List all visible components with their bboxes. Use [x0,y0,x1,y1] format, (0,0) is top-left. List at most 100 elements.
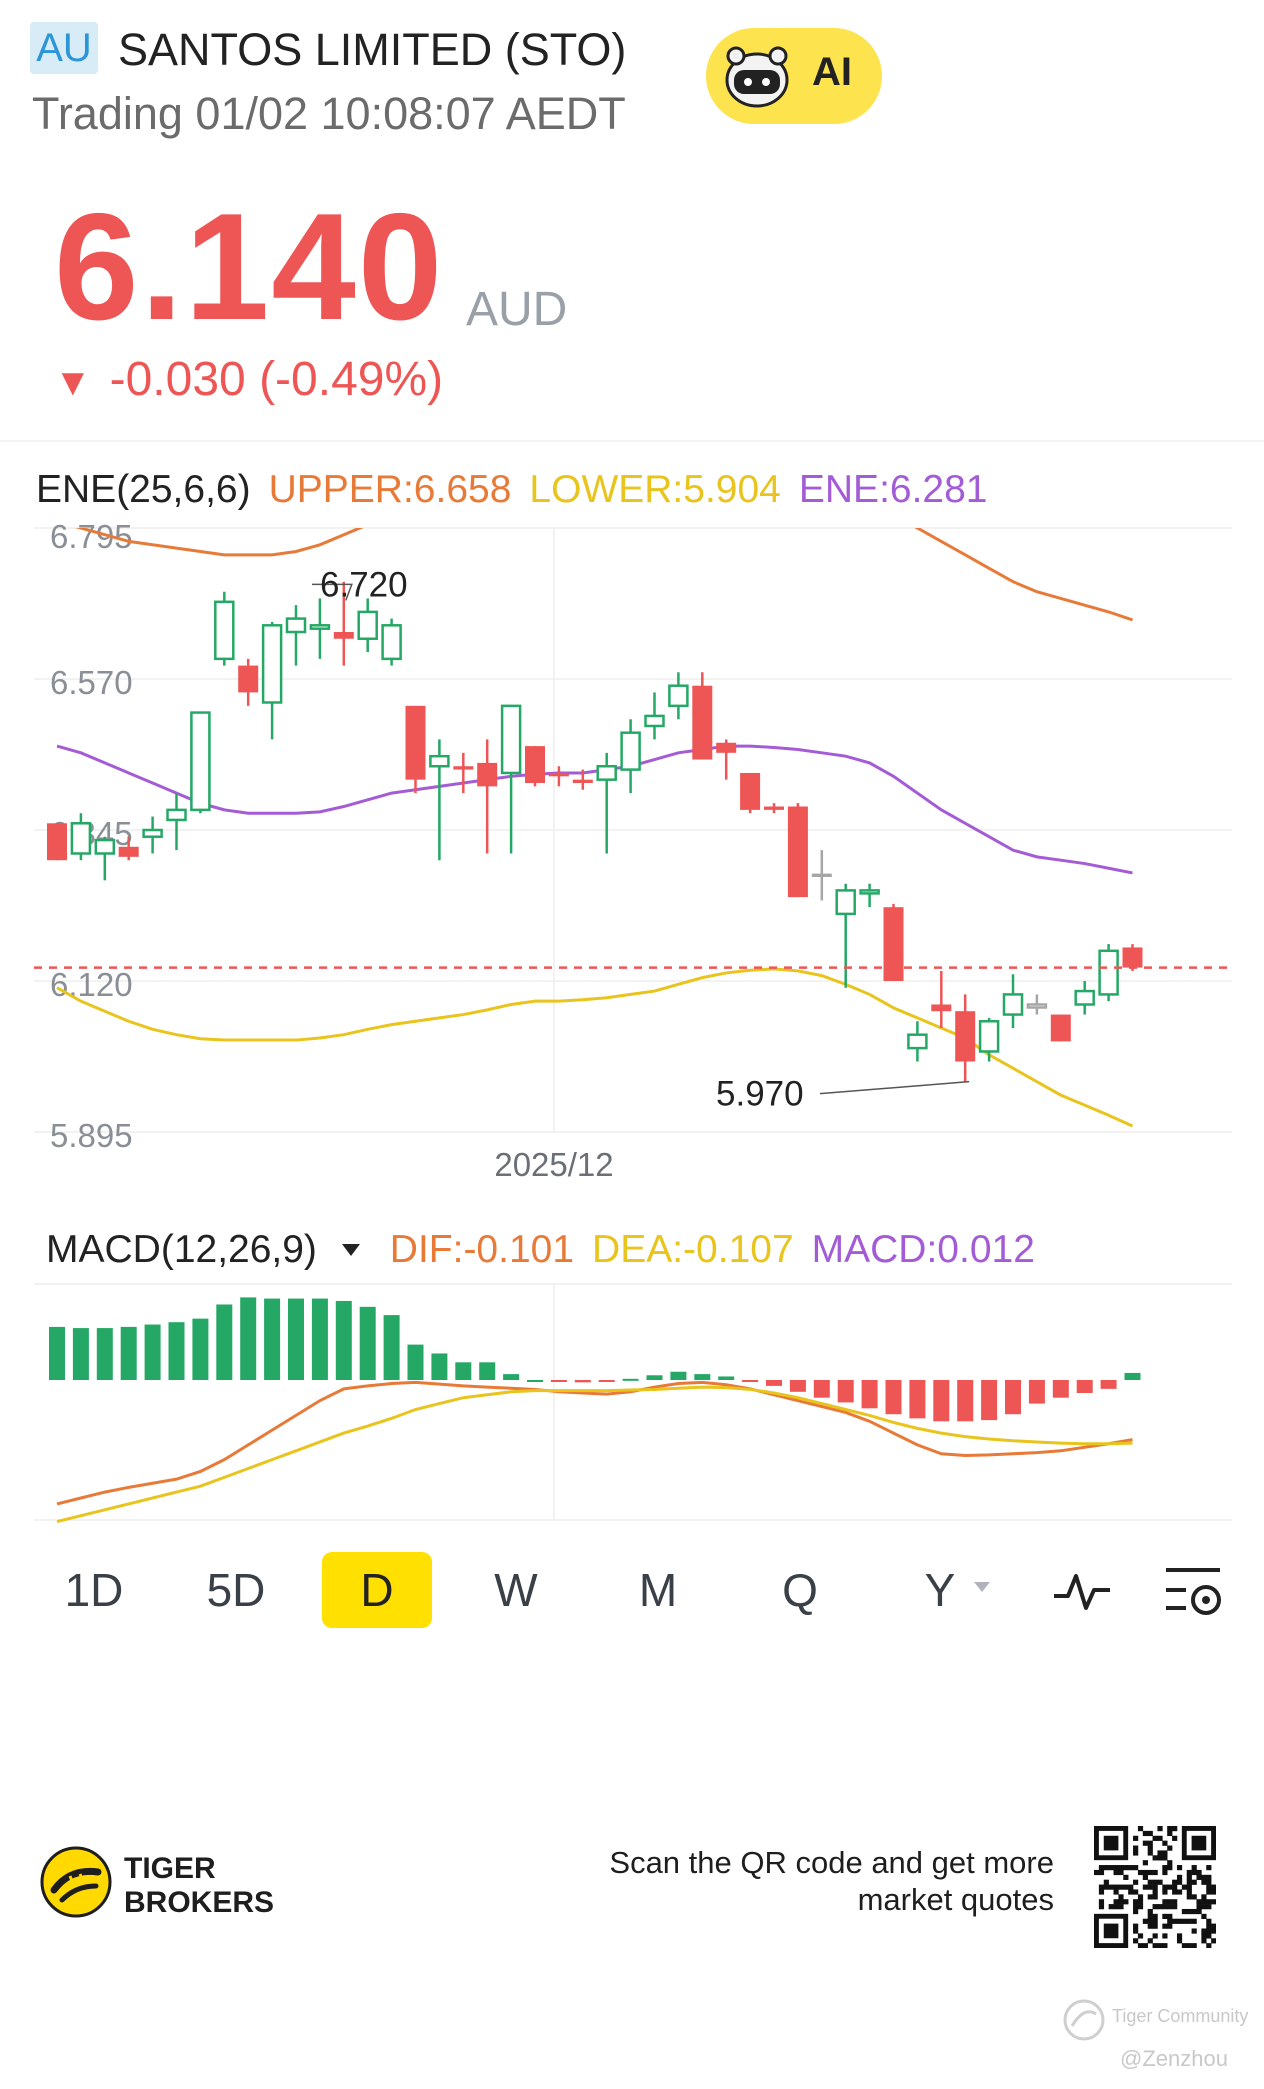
triangle-down-icon[interactable] [340,1242,362,1258]
candle-down[interactable] [525,746,545,787]
currency-label: AUD [466,283,568,336]
candle-down[interactable] [453,752,474,794]
qr-module [1137,1826,1144,1832]
qr-module [1157,1835,1163,1841]
candle-up[interactable] [214,591,235,666]
qr-module [1206,1865,1212,1871]
qr-module [1118,1894,1124,1900]
qr-module [1113,1889,1119,1895]
macd-legend[interactable]: MACD(12,26,9) DIF:-0.101 DEA:-0.107 MACD:0… [46,1228,1035,1272]
qr-module [1191,1918,1197,1924]
qr-module [1172,1904,1178,1910]
candle-down[interactable] [883,903,904,981]
candle-up[interactable] [70,813,92,861]
candle-up[interactable] [978,1017,1000,1062]
candle-up[interactable] [859,883,880,908]
candle-body [94,838,116,855]
candle-down[interactable] [333,581,354,666]
candle-up[interactable] [309,598,331,659]
candle-down[interactable] [1050,1014,1071,1042]
chart-settings-icon[interactable] [1162,1560,1226,1620]
candle-down[interactable] [811,850,832,901]
ene-legend[interactable]: ENE(25,6,6) UPPER:6.658 LOWER:5.904 ENE:6.2… [36,468,988,512]
candle-up[interactable] [500,704,522,854]
candle-up[interactable] [285,605,307,666]
qr-module [1123,1865,1129,1871]
macd-bar [1076,1380,1093,1393]
period-tab-1d[interactable]: 1D [64,1564,124,1616]
macd-bar [144,1324,161,1380]
indicator-wave-icon[interactable] [1050,1566,1114,1616]
macd-bar [933,1380,950,1422]
period-tab-y[interactable]: Y [924,1564,956,1616]
qr-module [1211,1884,1216,1890]
qr-module [1133,1908,1139,1915]
candle-up[interactable] [835,883,856,988]
ene-upper-value: UPPER:6.658 [268,468,512,511]
macd-bar [885,1380,902,1415]
candle-down[interactable] [47,823,67,861]
candle-body [477,762,498,787]
qr-module [1098,1869,1105,1876]
candle-up[interactable] [907,1021,928,1062]
qr-module [1133,1938,1139,1944]
tiger-logo-icon [40,1846,112,1918]
candle-up[interactable] [190,711,211,814]
candle-down[interactable] [955,994,976,1082]
chevron-down-icon[interactable] [972,1580,992,1594]
period-tab-5d[interactable]: 5D [206,1564,266,1616]
candle-down[interactable] [740,772,761,814]
qr-module [1181,1918,1188,1924]
qr-module [1147,1923,1153,1929]
candle-down[interactable] [477,739,498,854]
candle-up[interactable] [166,793,187,851]
qr-module [1172,1889,1178,1895]
candle-up[interactable] [381,618,402,666]
qr-module [1167,1860,1173,1866]
qr-module [1098,1865,1105,1871]
candle-down[interactable] [118,836,139,861]
candle-up[interactable] [357,598,378,653]
candle-body [811,873,832,877]
candle-up[interactable] [261,621,283,740]
qr-code[interactable] [1094,1826,1216,1948]
ai-button[interactable]: AI [706,28,882,124]
macd-bar [550,1380,567,1382]
candle-down[interactable] [787,803,808,898]
candle-up[interactable] [644,692,665,740]
candle-down[interactable] [238,658,259,706]
period-tab-q[interactable]: Q [782,1564,818,1616]
candle-down[interactable] [716,739,737,780]
candle-up[interactable] [1074,981,1095,1015]
candle-down[interactable] [548,766,569,787]
candle-down[interactable] [572,769,593,790]
candle-body [883,907,904,981]
qr-module [1206,1889,1212,1895]
period-tab-w[interactable]: W [494,1564,538,1616]
candle-down[interactable] [931,970,952,1028]
chevron-shape [974,1582,990,1592]
qr-module [1206,1923,1212,1929]
candle-up[interactable] [596,752,617,854]
qr-module [1211,1899,1216,1905]
candle-up[interactable] [620,719,641,794]
candle-up[interactable] [1002,974,1024,1028]
period-tab-d[interactable]: D [322,1552,432,1628]
macd-indicator-name: MACD(12,26,9) [46,1228,317,1271]
candle-up[interactable] [429,739,450,861]
candle-up[interactable] [1098,944,1119,1002]
period-tab-m[interactable]: M [638,1564,678,1616]
macd-bar [766,1380,782,1386]
candle-down[interactable] [405,705,426,794]
candle-up[interactable] [142,816,163,854]
candle-down[interactable] [692,672,713,760]
qr-module [1206,1874,1212,1880]
candle-up[interactable] [94,836,116,881]
qr-module [1137,1869,1144,1876]
price-change: ▼ -0.030 (-0.49%) [54,352,443,407]
qr-module [1103,1884,1109,1890]
candle-up[interactable] [668,672,689,720]
candle-up[interactable] [1026,994,1048,1015]
candle-down[interactable] [764,803,784,814]
